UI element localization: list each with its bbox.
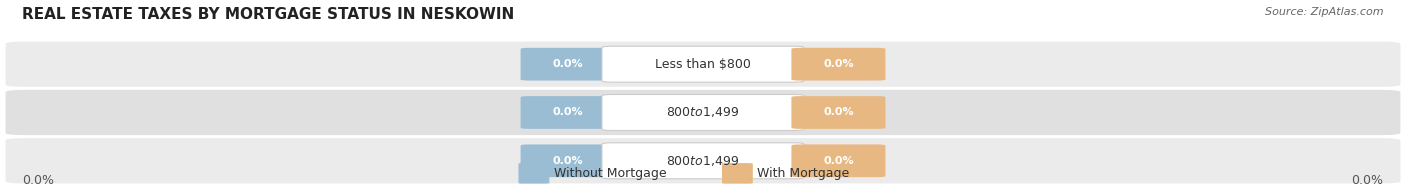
FancyBboxPatch shape bbox=[792, 48, 886, 81]
Text: REAL ESTATE TAXES BY MORTGAGE STATUS IN NESKOWIN: REAL ESTATE TAXES BY MORTGAGE STATUS IN … bbox=[22, 7, 515, 22]
FancyBboxPatch shape bbox=[519, 163, 550, 184]
Text: 0.0%: 0.0% bbox=[1351, 174, 1384, 187]
Text: 0.0%: 0.0% bbox=[553, 156, 583, 166]
Text: $800 to $1,499: $800 to $1,499 bbox=[666, 105, 740, 120]
FancyBboxPatch shape bbox=[6, 138, 1400, 183]
Text: 0.0%: 0.0% bbox=[823, 156, 853, 166]
FancyBboxPatch shape bbox=[6, 90, 1400, 135]
Text: Less than $800: Less than $800 bbox=[655, 58, 751, 71]
FancyBboxPatch shape bbox=[602, 46, 804, 82]
FancyBboxPatch shape bbox=[6, 42, 1400, 87]
FancyBboxPatch shape bbox=[602, 94, 804, 131]
Text: 0.0%: 0.0% bbox=[553, 59, 583, 69]
Text: 0.0%: 0.0% bbox=[22, 174, 55, 187]
FancyBboxPatch shape bbox=[520, 96, 614, 129]
Text: 0.0%: 0.0% bbox=[553, 107, 583, 117]
FancyBboxPatch shape bbox=[792, 144, 886, 177]
FancyBboxPatch shape bbox=[520, 144, 614, 177]
FancyBboxPatch shape bbox=[721, 163, 752, 184]
Text: Without Mortgage: Without Mortgage bbox=[554, 167, 666, 180]
Text: With Mortgage: With Mortgage bbox=[756, 167, 849, 180]
Text: $800 to $1,499: $800 to $1,499 bbox=[666, 154, 740, 168]
FancyBboxPatch shape bbox=[792, 96, 886, 129]
FancyBboxPatch shape bbox=[602, 143, 804, 179]
Text: 0.0%: 0.0% bbox=[823, 59, 853, 69]
Text: 0.0%: 0.0% bbox=[823, 107, 853, 117]
FancyBboxPatch shape bbox=[520, 48, 614, 81]
Text: Source: ZipAtlas.com: Source: ZipAtlas.com bbox=[1265, 7, 1384, 17]
